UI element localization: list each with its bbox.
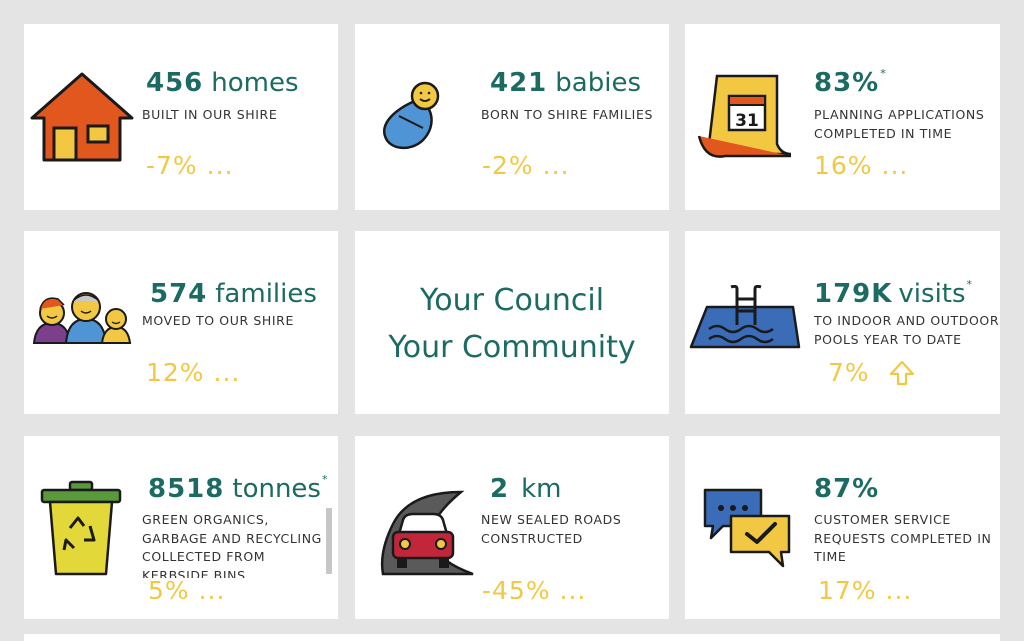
stat-value: 2 km xyxy=(490,476,561,502)
title-line-2: Your Community xyxy=(388,330,636,365)
page-title: Your Council Your Community xyxy=(355,277,669,371)
stat-description: TO INDOOR AND OUTDOOR POOLS YEAR TO DATE xyxy=(814,312,999,349)
description-scrollbar[interactable] xyxy=(326,508,332,574)
stat-number: 87% xyxy=(814,474,880,504)
stat-number: 83% xyxy=(814,68,880,98)
pool-icon xyxy=(689,285,801,351)
stat-description: MOVED TO OUR SHIRE xyxy=(142,312,294,331)
stat-number: 2 xyxy=(490,474,510,504)
stat-tile-planning[interactable]: 31 83%* PLANNING APPLICATIONS COMPLETED … xyxy=(685,24,1000,210)
stat-value: 456 homes xyxy=(146,70,299,96)
calendar-icon: 31 xyxy=(695,70,797,162)
stat-tile-families[interactable]: 574 families MOVED TO OUR SHIRE 12% ... xyxy=(24,231,338,414)
stat-description: PLANNING APPLICATIONS COMPLETED IN TIME xyxy=(814,106,984,143)
family-icon xyxy=(30,287,132,345)
trend-value: 12% ... xyxy=(146,358,241,387)
description-line: TO INDOOR AND OUTDOOR xyxy=(814,313,1000,328)
description-line: NEW SEALED ROADS xyxy=(481,512,622,527)
description-line: COLLECTED FROM xyxy=(142,549,266,564)
stat-unit: babies xyxy=(555,68,641,98)
stat-unit: homes xyxy=(211,68,299,98)
description-line: POOLS YEAR TO DATE xyxy=(814,331,962,347)
trend-value: -2% ... xyxy=(482,151,570,180)
stat-value: 574 families xyxy=(150,281,317,307)
stat-number: 456 xyxy=(146,68,204,98)
stat-tile-homes[interactable]: 456 homes BUILT IN OUR SHIRE -7% ... xyxy=(24,24,338,210)
stat-description: BUILT IN OUR SHIRE xyxy=(142,106,277,125)
trend-value: 7% xyxy=(828,360,915,390)
asterisk: * xyxy=(966,278,973,291)
description-line: CUSTOMER SERVICE xyxy=(814,512,951,527)
asterisk: * xyxy=(880,67,886,80)
stat-value: 421 babies xyxy=(490,70,641,96)
chat-check-icon xyxy=(701,486,795,570)
stat-number: 574 xyxy=(150,279,208,309)
title-line-1: Your Council xyxy=(419,283,605,318)
arrow-up-icon xyxy=(889,360,915,390)
description-line: TIME xyxy=(814,549,847,564)
stat-tile-pools[interactable]: 179K visits* TO INDOOR AND OUTDOOR POOLS … xyxy=(685,231,1000,414)
stat-number: 8518 xyxy=(148,474,225,504)
stat-tile-roads[interactable]: 2 km NEW SEALED ROADS CONSTRUCTED -45% ..… xyxy=(355,436,669,619)
description-line: COMPLETED IN TIME xyxy=(814,125,953,141)
description-line: GARBAGE AND RECYCLING xyxy=(142,530,322,546)
description-line: BORN TO SHIRE FAMILIES xyxy=(481,107,653,122)
stat-description: BORN TO SHIRE FAMILIES xyxy=(481,106,653,125)
stat-unit: tonnes xyxy=(232,474,321,504)
trend-number: 7% xyxy=(828,358,870,387)
road-car-icon xyxy=(369,490,475,576)
next-row-tile-edge xyxy=(24,634,1000,641)
stat-description: CUSTOMER SERVICE REQUESTS COMPLETED IN T… xyxy=(814,511,991,567)
description-line: GREEN ORGANICS, xyxy=(142,512,269,527)
stat-number: 179K xyxy=(814,279,893,309)
stat-number: 421 xyxy=(490,68,548,98)
description-line: KERBSIDE BINS xyxy=(142,567,246,579)
stat-tile-babies[interactable]: 421 babies BORN TO SHIRE FAMILIES -2% ... xyxy=(355,24,669,210)
description-line: PLANNING APPLICATIONS xyxy=(814,107,985,122)
title-tile: Your Council Your Community xyxy=(355,231,669,414)
trend-value: 17% ... xyxy=(818,576,913,605)
bin-icon xyxy=(40,480,122,578)
asterisk: * xyxy=(321,473,328,486)
stat-tile-waste[interactable]: 8518 tonnes* GREEN ORGANICS, GARBAGE AND … xyxy=(24,436,338,619)
stat-unit: km xyxy=(521,474,562,504)
trend-value: 16% ... xyxy=(814,151,909,180)
trend-value: 5% ... xyxy=(148,576,226,605)
stat-description: GREEN ORGANICS, GARBAGE AND RECYCLING CO… xyxy=(142,511,322,578)
description-line: REQUESTS COMPLETED IN xyxy=(814,530,992,546)
stat-unit: visits xyxy=(898,279,966,309)
description-line: CONSTRUCTED xyxy=(481,530,583,546)
stat-tile-customer-service[interactable]: 87% CUSTOMER SERVICE REQUESTS COMPLETED … xyxy=(685,436,1000,619)
stat-description: NEW SEALED ROADS CONSTRUCTED xyxy=(481,511,621,548)
stat-value: 83%* xyxy=(814,67,886,98)
stat-value: 179K visits* xyxy=(814,278,973,309)
trend-value: -45% ... xyxy=(482,576,587,605)
stat-value: 87% xyxy=(814,476,879,502)
stat-unit: families xyxy=(215,279,317,309)
svg-text:31: 31 xyxy=(735,111,759,131)
house-icon xyxy=(28,70,136,164)
baby-icon xyxy=(379,76,445,152)
stat-value: 8518 tonnes* xyxy=(148,473,328,504)
description-line: BUILT IN OUR SHIRE xyxy=(142,107,278,122)
description-line: MOVED TO OUR SHIRE xyxy=(142,313,294,328)
trend-value: -7% ... xyxy=(146,151,234,180)
